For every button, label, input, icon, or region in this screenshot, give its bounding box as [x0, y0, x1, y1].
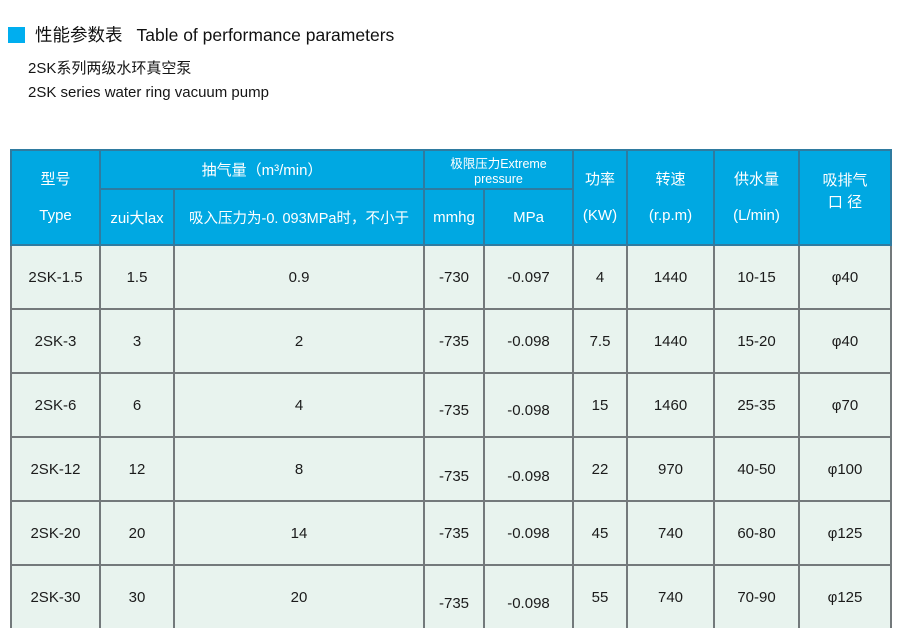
cell-water-supply: 15-20	[713, 308, 800, 374]
cell-pressure-mmhg: -735	[423, 500, 485, 566]
cell-speed: 740	[626, 564, 715, 628]
col-header-speed-zh: 转速	[655, 171, 686, 188]
cell-capacity-at-pressure: 8	[173, 436, 425, 502]
cell-water-supply: 40-50	[713, 436, 800, 502]
cell-capacity-max: 20	[99, 500, 175, 566]
section-title: 性能参数表 Table of performance parameters	[8, 22, 900, 47]
cell-pressure-mmhg: -735	[423, 372, 485, 438]
col-header-water: 供水量 (L/min)	[713, 149, 800, 246]
cell-water-supply: 10-15	[713, 244, 800, 310]
cell-power: 55	[572, 564, 628, 628]
cell-water-supply: 70-90	[713, 564, 800, 628]
cell-port-diameter: φ70	[798, 372, 892, 438]
cell-capacity-at-pressure: 4	[173, 372, 425, 438]
cell-model: 2SK-12	[10, 436, 101, 502]
cell-speed: 1440	[626, 244, 715, 310]
subtitle-en: 2SK series water ring vacuum pump	[28, 84, 269, 101]
cell-speed: 970	[626, 436, 715, 502]
cell-pressure-mpa: -0.098	[483, 500, 574, 566]
cell-model: 2SK-30	[10, 564, 101, 628]
col-header-power-unit: (KW)	[582, 207, 618, 224]
catalog-page: 性能参数表 Table of performance parameters 2SK…	[0, 22, 900, 628]
cell-pressure-mmhg: -735	[423, 308, 485, 374]
cell-water-supply: 25-35	[713, 372, 800, 438]
cell-capacity-max: 6	[99, 372, 175, 438]
table-row: 2SK-3 3 2 -735 -0.098 7.5 1440 15-20 φ40	[10, 308, 892, 374]
cell-port-diameter: φ40	[798, 308, 892, 374]
cell-port-diameter: φ100	[798, 436, 892, 502]
cell-capacity-max: 1.5	[99, 244, 175, 310]
col-header-water-unit: (L/min)	[733, 207, 780, 224]
table-row: 2SK-12 12 8 -735 -0.098 22 970 40-50 φ10…	[10, 436, 892, 502]
cell-model: 2SK-1.5	[10, 244, 101, 310]
header-row-2: zui大lax 吸入压力为-0. 093MPa时，不小于 mmhg MPa	[11, 188, 891, 246]
col-header-port-line1: 吸排气	[822, 172, 868, 189]
page-title-en: Table of performance parameters	[136, 25, 395, 45]
cell-model: 2SK-3	[10, 308, 101, 374]
table-row: 2SK-20 20 14 -735 -0.098 45 740 60-80 φ1…	[10, 500, 892, 566]
col-header-pressure-group: 极限压力Extreme pressure	[423, 149, 574, 190]
section-marker-icon	[8, 26, 25, 43]
cell-capacity-at-pressure: 20	[173, 564, 425, 628]
col-header-power-zh: 功率	[584, 171, 615, 188]
cell-port-diameter: φ125	[798, 500, 892, 566]
col-header-capacity-max: zui大lax	[99, 188, 175, 246]
col-header-water-zh: 供水量	[733, 171, 779, 188]
col-header-capacity-group: 抽气量（m³/min）	[99, 149, 425, 190]
col-header-mpa: MPa	[483, 188, 574, 246]
cell-capacity-max: 30	[99, 564, 175, 628]
col-header-port-line2: 口 径	[827, 194, 863, 211]
cell-speed: 1460	[626, 372, 715, 438]
cell-power: 45	[572, 500, 628, 566]
table-row: 2SK-6 6 4 -735 -0.098 15 1460 25-35 φ70	[10, 372, 892, 438]
col-header-model-zh: 型号	[40, 171, 71, 188]
cell-pressure-mmhg: -735	[423, 564, 485, 628]
cell-model: 2SK-6	[10, 372, 101, 438]
cell-pressure-mpa: -0.098	[483, 308, 574, 374]
cell-capacity-at-pressure: 0.9	[173, 244, 425, 310]
cell-power: 22	[572, 436, 628, 502]
cell-power: 7.5	[572, 308, 628, 374]
cell-pressure-mmhg: -735	[423, 436, 485, 502]
cell-pressure-mmhg: -730	[423, 244, 485, 310]
cell-port-diameter: φ40	[798, 244, 892, 310]
cell-power: 15	[572, 372, 628, 438]
page-title-zh: 性能参数表	[35, 25, 123, 45]
col-header-speed: 转速 (r.p.m)	[626, 149, 715, 246]
col-header-model: 型号 Type	[10, 149, 101, 246]
cell-model: 2SK-20	[10, 500, 101, 566]
page-title: 性能参数表 Table of performance parameters	[35, 22, 394, 47]
cell-pressure-mpa: -0.098	[483, 372, 574, 438]
cell-pressure-mpa: -0.098	[483, 564, 574, 628]
table-row: 2SK-1.5 1.5 0.9 -730 -0.097 4 1440 10-15…	[10, 244, 892, 310]
cell-port-diameter: φ125	[798, 564, 892, 628]
col-header-speed-unit: (r.p.m)	[648, 207, 693, 224]
col-header-capacity-condition: 吸入压力为-0. 093MPa时，不小于	[173, 188, 425, 246]
cell-capacity-max: 3	[99, 308, 175, 374]
cell-pressure-mpa: -0.098	[483, 436, 574, 502]
cell-capacity-at-pressure: 2	[173, 308, 425, 374]
col-header-model-en: Type	[39, 207, 72, 224]
table-row: 2SK-30 30 20 -735 -0.098 55 740 70-90 φ1…	[10, 564, 892, 628]
subtitle-zh: 2SK系列两级水环真空泵	[28, 60, 192, 77]
col-header-mmhg: mmhg	[423, 188, 485, 246]
cell-speed: 1440	[626, 308, 715, 374]
cell-capacity-max: 12	[99, 436, 175, 502]
cell-capacity-at-pressure: 14	[173, 500, 425, 566]
cell-power: 4	[572, 244, 628, 310]
col-header-port: 吸排气 口 径	[798, 149, 892, 246]
subtitle-block: 2SK系列两级水环真空泵 2SK series water ring vacuu…	[28, 57, 900, 105]
cell-water-supply: 60-80	[713, 500, 800, 566]
col-header-power: 功率 (KW)	[572, 149, 628, 246]
performance-parameters-table: 型号 Type 抽气量（m³/min） 极限压力Extreme pressure…	[10, 149, 892, 628]
header-row-1: 型号 Type 抽气量（m³/min） 极限压力Extreme pressure…	[10, 149, 892, 246]
cell-pressure-mpa: -0.097	[483, 244, 574, 310]
cell-speed: 740	[626, 500, 715, 566]
